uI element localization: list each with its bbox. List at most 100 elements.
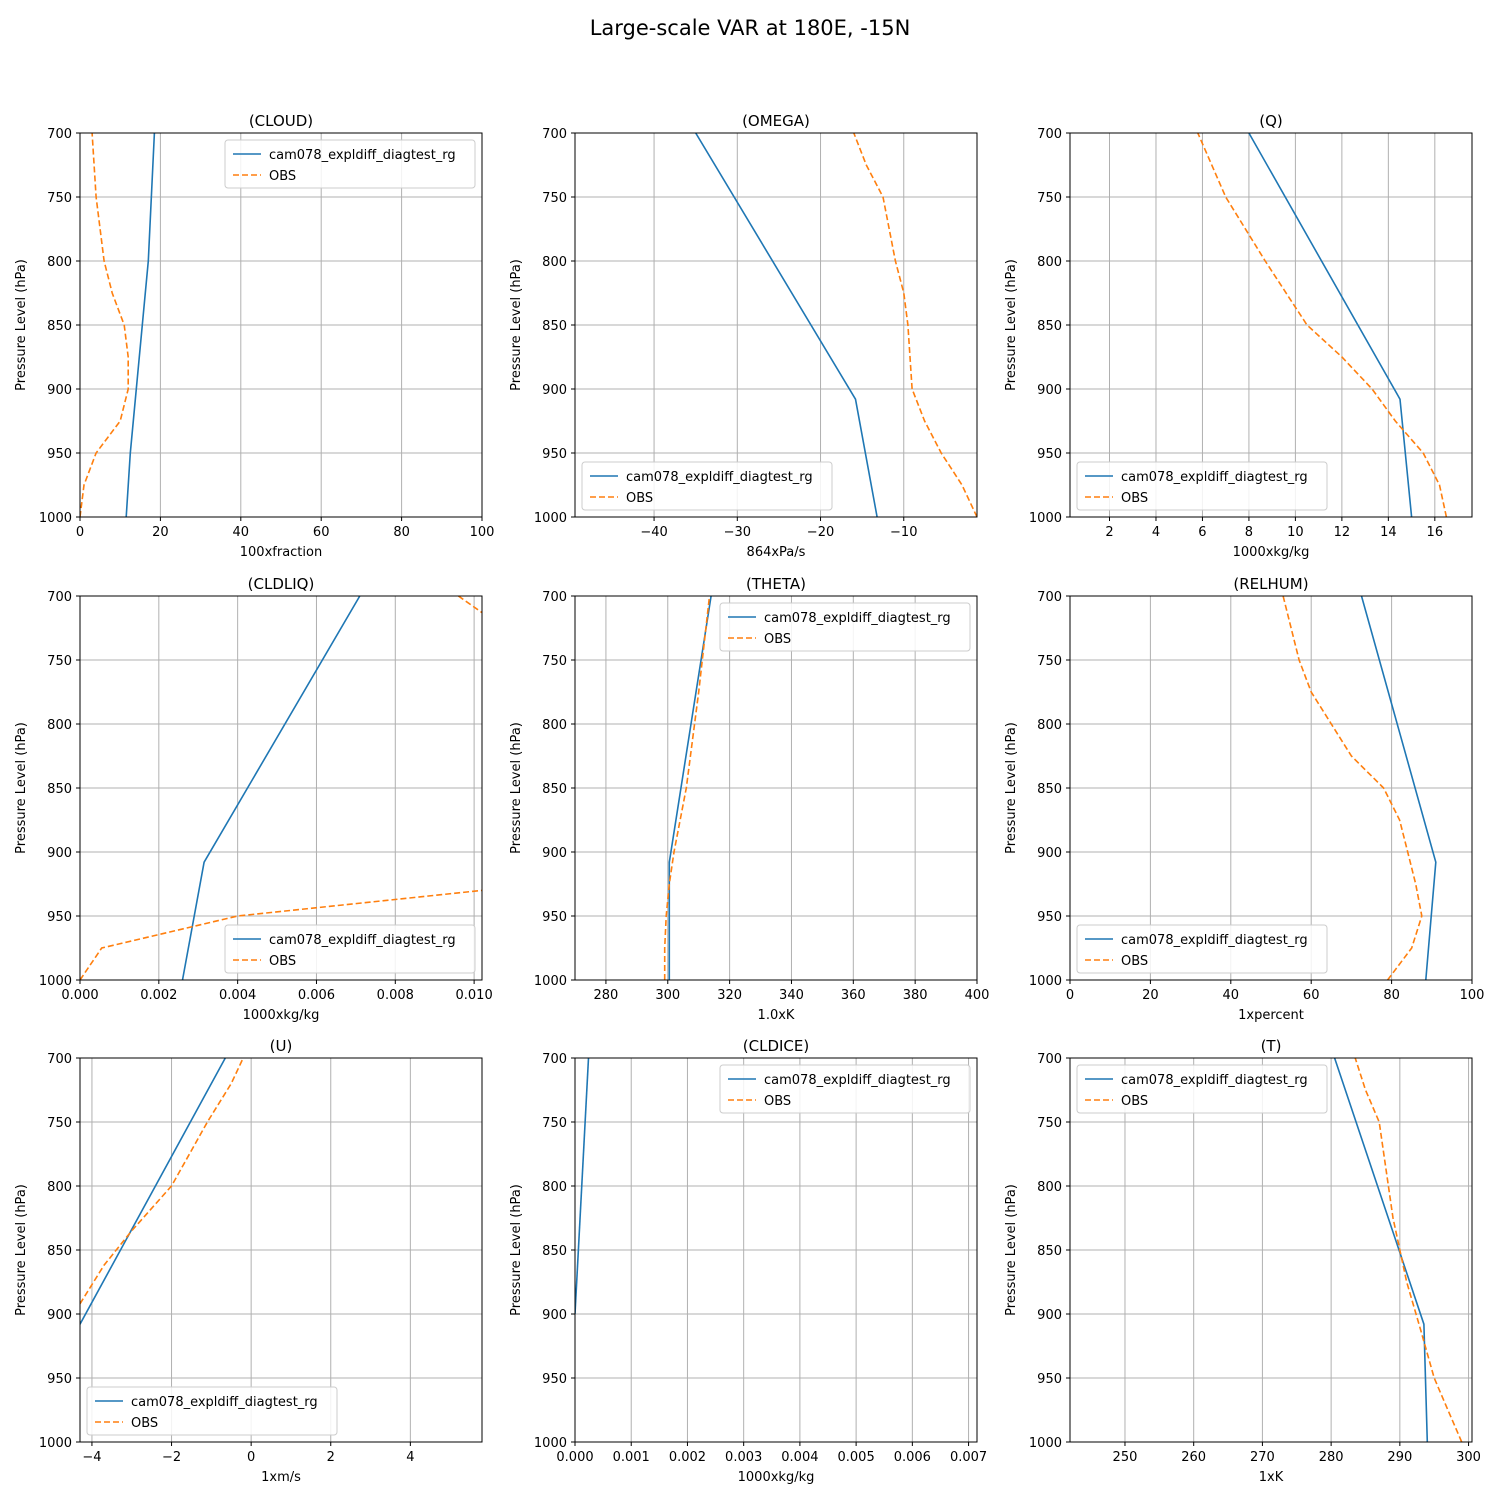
y-tick-label: 850	[1037, 319, 1062, 334]
y-tick-label: 800	[1037, 718, 1062, 733]
x-tick-label: 0.002	[669, 1450, 706, 1465]
x-tick-label: 20	[1142, 988, 1159, 1003]
x-tick-label: 0.006	[298, 988, 335, 1003]
subplot-q: 2 4 6 8 10 12 14 16 700 750 800 850 900 950 1000 (Q) 100…	[1004, 112, 1473, 560]
x-tick-label: 260	[1181, 1450, 1206, 1465]
obs-line	[1354, 1058, 1463, 1442]
legend-label: cam078_expldiff_diagtest_rg	[764, 611, 951, 626]
x-tick-label: 100	[1460, 988, 1485, 1003]
series-group	[1333, 1058, 1463, 1442]
y-tick-label: 950	[1037, 910, 1062, 925]
model-line	[575, 1058, 590, 1315]
y-tick-label: 950	[47, 910, 72, 925]
y-tick-label: 950	[1037, 1372, 1062, 1387]
legend-box	[1076, 461, 1328, 511]
model-line	[668, 596, 712, 980]
y-tick-label: 850	[47, 319, 72, 334]
subplot-title: (T)	[1261, 1037, 1282, 1055]
plot-frame	[79, 595, 483, 981]
x-tick-label: 2	[327, 1450, 335, 1465]
x-axis-label: 1xm/s	[261, 1470, 301, 1485]
model-line	[1333, 1058, 1429, 1442]
y-tick-label: 850	[47, 1244, 72, 1259]
subplot-title: (CLDICE)	[743, 1037, 809, 1055]
legend: cam078_expldiff_diagtest_rg OBS	[224, 139, 476, 189]
x-tick-label: 12	[1334, 525, 1351, 540]
legend-label: OBS	[764, 632, 791, 647]
subplot-title: (U)	[270, 1037, 293, 1055]
subplot-relhum: 0 20 40 60 80 100 700 750 800 850 900 950 1000 (RELHU…	[1004, 575, 1484, 1023]
x-axis-label: 100xfraction	[240, 545, 322, 560]
x-tick-label: −2	[162, 1450, 181, 1465]
y-tick-label: 850	[542, 1244, 567, 1259]
legend-label: cam078_expldiff_diagtest_rg	[1121, 933, 1308, 948]
model-line	[695, 133, 878, 517]
y-tick-label: 1000	[534, 974, 567, 989]
y-tick-label: 900	[542, 846, 567, 861]
x-tick-label: 0	[247, 1450, 255, 1465]
legend-label: cam078_expldiff_diagtest_rg	[269, 933, 456, 948]
y-tick-label: 850	[1037, 782, 1062, 797]
y-tick-label: 700	[1037, 1052, 1062, 1067]
x-tick-label: 290	[1387, 1450, 1412, 1465]
legend-label: OBS	[1121, 1094, 1148, 1109]
x-tick-label: 2	[1105, 525, 1113, 540]
legend: cam078_expldiff_diagtest_rg OBS	[719, 602, 971, 652]
x-tick-label: 0.006	[894, 1450, 931, 1465]
model-line	[1248, 133, 1413, 517]
y-tick-label: 1000	[39, 1436, 72, 1451]
y-tick-label: 950	[1037, 447, 1062, 462]
legend-label: OBS	[626, 491, 653, 506]
x-tick-label: 60	[313, 525, 330, 540]
legend-box	[719, 1064, 971, 1114]
x-tick-label: 14	[1380, 525, 1397, 540]
subplot-cldice: 0.000 0.001 0.002 0.003 0.004 0.005 0.006 0.007…	[509, 1037, 987, 1485]
x-tick-label: 270	[1250, 1450, 1275, 1465]
x-tick-label: 0.004	[219, 988, 256, 1003]
y-tick-label: 1000	[1029, 974, 1062, 989]
legend-label: cam078_expldiff_diagtest_rg	[1121, 1073, 1308, 1088]
y-tick-label: 700	[542, 590, 567, 605]
y-tick-label: 1000	[1029, 1436, 1062, 1451]
series-group	[1282, 596, 1437, 980]
y-axis-label: Pressure Level (hPa)	[509, 1184, 524, 1316]
y-tick-label: 900	[542, 1308, 567, 1323]
y-tick-label: 700	[47, 590, 72, 605]
model-line	[1360, 596, 1437, 980]
y-tick-label: 1000	[39, 974, 72, 989]
legend-label: OBS	[131, 1416, 158, 1431]
x-tick-label: 0.005	[838, 1450, 875, 1465]
y-tick-label: 800	[47, 1180, 72, 1195]
y-tick-label: 900	[47, 1308, 72, 1323]
subplot-title: (CLDLIQ)	[248, 575, 315, 593]
x-tick-label: 0	[1066, 988, 1074, 1003]
subplot-omega: −40 −30 −20 −10 700 750 800 850 900 950 1000 (OMEGA…	[509, 112, 978, 560]
y-axis-label: Pressure Level (hPa)	[14, 1184, 29, 1316]
x-tick-label: 280	[1319, 1450, 1344, 1465]
y-tick-label: 800	[542, 718, 567, 733]
x-tick-label: 8	[1245, 525, 1253, 540]
legend-box	[86, 1386, 338, 1436]
legend-label: cam078_expldiff_diagtest_rg	[131, 1395, 318, 1410]
y-tick-label: 1000	[534, 511, 567, 526]
plot-frame	[574, 132, 978, 518]
x-tick-label: 300	[655, 988, 680, 1003]
x-axis-label: 1000xkg/kg	[1233, 545, 1310, 560]
figure-title: Large-scale VAR at 180E, -15N	[589, 16, 911, 40]
x-tick-label: 0.004	[781, 1450, 818, 1465]
y-tick-label: 800	[1037, 255, 1062, 270]
y-tick-label: 900	[1037, 383, 1062, 398]
x-tick-label: 60	[1303, 988, 1320, 1003]
x-tick-label: 340	[779, 988, 804, 1003]
series-group	[80, 1058, 244, 1325]
y-tick-label: 950	[47, 1372, 72, 1387]
y-tick-label: 850	[47, 782, 72, 797]
y-tick-label: 900	[542, 383, 567, 398]
x-tick-label: 0.000	[61, 988, 98, 1003]
plot-frame	[79, 1057, 483, 1443]
model-line	[181, 596, 361, 980]
y-tick-label: 750	[47, 1116, 72, 1131]
y-axis-label: Pressure Level (hPa)	[509, 722, 524, 854]
y-axis-label: Pressure Level (hPa)	[1004, 1184, 1019, 1316]
obs-line	[80, 889, 482, 980]
